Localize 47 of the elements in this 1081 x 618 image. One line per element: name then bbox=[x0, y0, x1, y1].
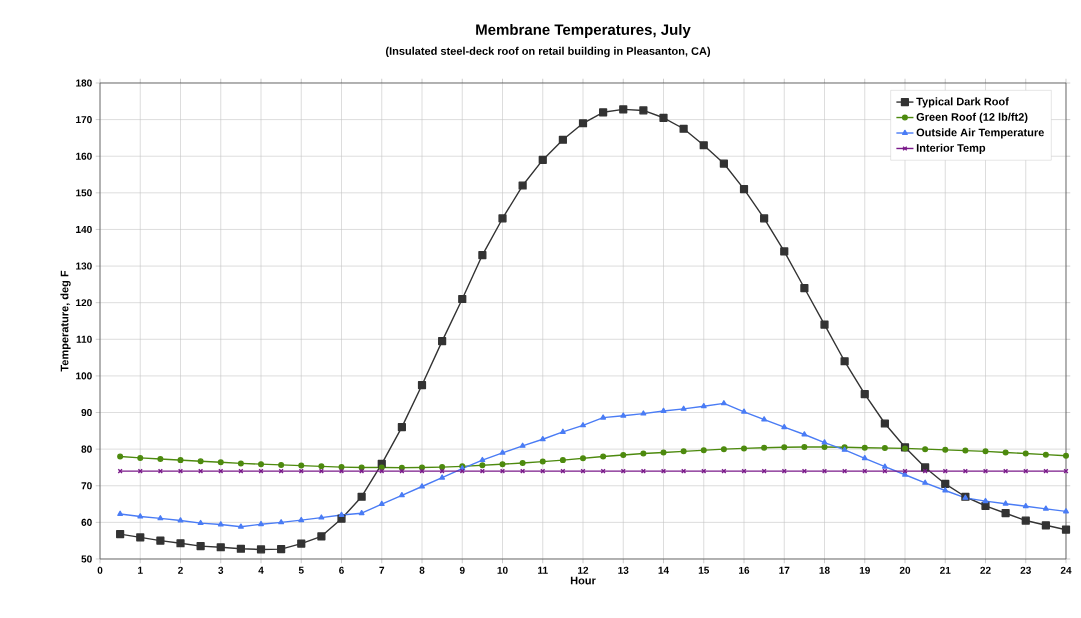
x-tick-label: 8 bbox=[419, 566, 425, 574]
x-tick-label: 11 bbox=[538, 566, 548, 574]
x-tick-label: 7 bbox=[379, 566, 385, 574]
x-tick-label: 5 bbox=[298, 566, 304, 574]
y-tick-label: 110 bbox=[76, 335, 92, 343]
x-tick-label: 9 bbox=[459, 566, 465, 574]
y-tick-label: 140 bbox=[76, 225, 92, 233]
y-tick-label: 150 bbox=[76, 189, 92, 197]
x-tick-label: 4 bbox=[258, 566, 264, 574]
legend-label: Outside Air Temperature bbox=[916, 128, 1044, 139]
x-tick-label: 16 bbox=[739, 566, 750, 574]
x-tick-label: 2 bbox=[178, 566, 183, 574]
x-tick-label: 23 bbox=[1020, 566, 1031, 574]
x-tick-label: 24 bbox=[1060, 566, 1072, 574]
x-tick-label: 22 bbox=[980, 566, 991, 574]
x-tick-label: 13 bbox=[618, 566, 629, 574]
x-tick-label: 20 bbox=[899, 566, 911, 574]
x-tick-label: 19 bbox=[859, 566, 870, 574]
x-tick-label: 10 bbox=[497, 566, 508, 574]
x-tick-label: 21 bbox=[940, 566, 951, 574]
chart-subtitle: (Insulated steel-deck roof on retail building in Pleasanton, CA) bbox=[385, 46, 711, 58]
legend-label: Typical Dark Roof bbox=[916, 97, 1009, 108]
x-axis-title: Hour bbox=[570, 576, 596, 585]
x-tick-label: 18 bbox=[819, 566, 830, 574]
x-tick-label: 6 bbox=[339, 566, 344, 574]
y-tick-label: 70 bbox=[81, 482, 92, 490]
chart-title: Membrane Temperatures, July bbox=[476, 24, 691, 38]
x-tick-label: 14 bbox=[658, 566, 670, 574]
x-tick-label: 12 bbox=[578, 566, 589, 574]
legend-label: Green Roof (12 lb/ft2) bbox=[916, 112, 1028, 124]
y-tick-label: 120 bbox=[76, 299, 92, 307]
y-tick-label: 130 bbox=[76, 262, 92, 270]
x-tick-label: 15 bbox=[698, 566, 710, 574]
x-tick-label: 3 bbox=[218, 566, 224, 574]
y-axis-title: Temperature, deg F bbox=[60, 270, 71, 372]
y-tick-label: 60 bbox=[81, 518, 92, 526]
y-tick-label: 90 bbox=[81, 408, 92, 417]
y-tick-label: 170 bbox=[76, 116, 92, 124]
y-tick-label: 100 bbox=[76, 372, 92, 380]
y-tick-label: 160 bbox=[76, 152, 92, 160]
y-tick-label: 50 bbox=[81, 555, 92, 563]
x-tick-label: 17 bbox=[779, 566, 790, 574]
y-tick-label: 80 bbox=[81, 445, 92, 453]
x-tick-label: 0 bbox=[97, 566, 103, 574]
legend-label: Interior Temp bbox=[916, 143, 986, 154]
x-tick-label: 1 bbox=[138, 566, 143, 574]
y-tick-label: 180 bbox=[76, 79, 92, 87]
